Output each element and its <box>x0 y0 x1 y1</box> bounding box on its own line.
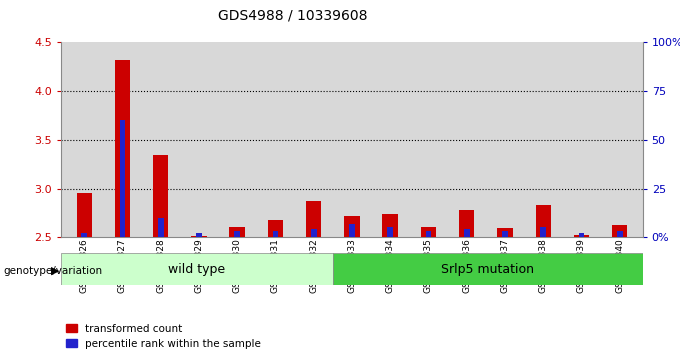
Bar <box>229 227 245 237</box>
Bar <box>333 253 643 285</box>
Bar <box>612 225 627 237</box>
Text: ▶: ▶ <box>52 266 60 276</box>
Text: wild type: wild type <box>168 263 226 275</box>
Text: Srlp5 mutation: Srlp5 mutation <box>441 263 534 275</box>
Bar <box>574 235 589 237</box>
Bar <box>497 228 513 237</box>
Bar <box>153 155 169 237</box>
Bar <box>382 214 398 237</box>
Bar <box>61 253 333 285</box>
Bar <box>76 193 92 237</box>
Bar <box>115 60 130 237</box>
Bar <box>120 120 125 237</box>
Bar <box>82 233 87 237</box>
Bar <box>502 232 508 237</box>
Bar <box>268 219 283 237</box>
Bar <box>388 227 393 237</box>
Bar <box>196 233 202 237</box>
Legend: transformed count, percentile rank within the sample: transformed count, percentile rank withi… <box>67 324 261 349</box>
Bar <box>579 233 584 237</box>
Bar <box>421 227 436 237</box>
Bar <box>306 201 321 237</box>
Bar <box>158 218 163 237</box>
Bar <box>426 232 431 237</box>
Bar <box>349 224 355 237</box>
Text: genotype/variation: genotype/variation <box>3 266 103 276</box>
Bar <box>541 227 546 237</box>
Bar <box>459 210 474 237</box>
Bar <box>536 205 551 237</box>
Bar <box>311 229 316 237</box>
Bar <box>617 232 622 237</box>
Bar <box>273 232 278 237</box>
Bar <box>464 229 469 237</box>
Bar <box>344 216 360 237</box>
Text: GDS4988 / 10339608: GDS4988 / 10339608 <box>218 9 367 23</box>
Bar <box>191 236 207 237</box>
Bar <box>235 232 240 237</box>
